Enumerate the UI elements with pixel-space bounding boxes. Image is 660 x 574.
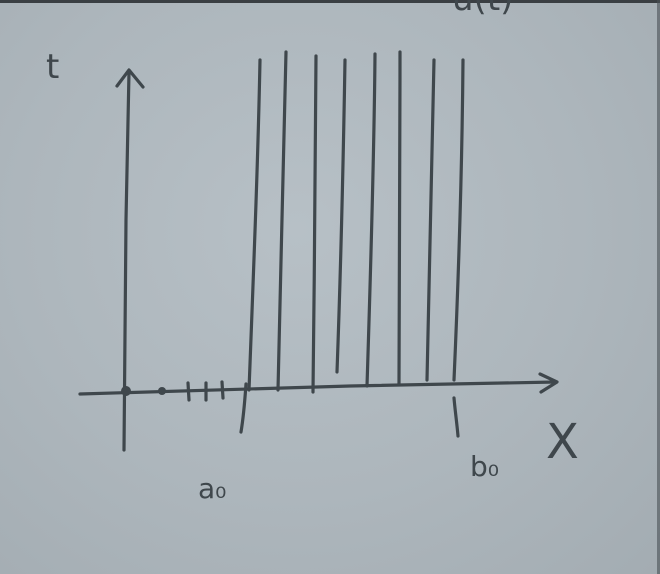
frame-top-edge bbox=[0, 0, 660, 3]
axis-dot bbox=[158, 387, 166, 395]
x-axis-label: X bbox=[546, 414, 579, 470]
origin-dot bbox=[121, 386, 131, 396]
axis-tick bbox=[186, 381, 191, 402]
top-text-fragment: u(t) bbox=[452, 0, 513, 19]
vertical-line bbox=[335, 58, 347, 374]
vertical-line bbox=[425, 58, 436, 382]
x-axis-line bbox=[78, 380, 558, 396]
a0-tick bbox=[239, 382, 248, 434]
vertical-line bbox=[311, 54, 318, 394]
frame-right-edge bbox=[657, 0, 660, 574]
a0-label: a₀ bbox=[198, 472, 226, 505]
vertical-line bbox=[276, 50, 288, 392]
t-axis-arrowhead bbox=[115, 68, 145, 89]
t-axis-label: t bbox=[46, 47, 59, 87]
axis-tick bbox=[220, 380, 225, 400]
vertical-line bbox=[397, 50, 402, 386]
b0-label: b₀ bbox=[470, 450, 499, 483]
b0-tick bbox=[452, 396, 460, 438]
x-axis-arrowhead bbox=[538, 372, 559, 394]
vertical-line bbox=[247, 58, 262, 392]
vertical-line bbox=[452, 58, 465, 382]
vertical-line bbox=[365, 52, 377, 388]
